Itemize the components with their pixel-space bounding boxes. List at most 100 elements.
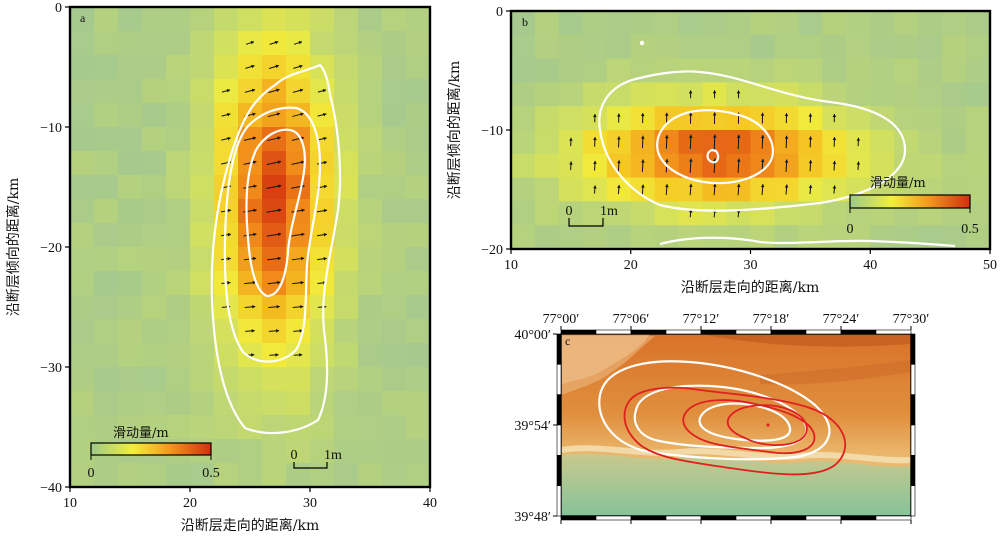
panel-a-slip-cell (70, 79, 95, 104)
panel-a-slip-cell (310, 7, 335, 32)
panel-b-slip-cell (511, 58, 536, 83)
panel-b-slip-vector (832, 160, 837, 171)
panel-a-slip-cell (166, 271, 191, 296)
panel-b-slip-vector (784, 159, 789, 172)
panel-a-slip-cell (118, 79, 143, 104)
panel-b-slip-vector (641, 135, 645, 149)
panel-b-slip-vector (856, 161, 861, 170)
panel-b-slip-vector (736, 90, 741, 99)
panel-a-slip-cell (190, 175, 215, 200)
panel-a-slip-cell (142, 7, 167, 32)
panel-b-slip-cell (582, 225, 608, 250)
panel-b-slip-cell (511, 201, 536, 226)
panel-b-slip-vector (784, 184, 789, 195)
panel-a-slip-cell (358, 319, 383, 344)
panel-a-colorbar-min: 0 (88, 466, 95, 481)
panel-b-slip-cell (774, 58, 799, 83)
panel-a-slip-vector (293, 64, 303, 69)
panel-a-slip-cell (406, 415, 431, 440)
panel-a-slip-vector (293, 353, 303, 357)
panel-b-slip-cell (894, 82, 919, 107)
panel-b-slip-vectors (569, 90, 861, 218)
panel-b-slip-cell (511, 11, 536, 36)
panel-a-slip-cell (358, 175, 383, 200)
panel-a-slip-vector (316, 208, 328, 213)
panel-a-slip-cell (382, 7, 407, 32)
panel-b-xlabel: 沿断层走向的距离/km (681, 279, 819, 296)
panel-a-slip-vector (268, 304, 280, 309)
panel-b-slip-cell (942, 153, 967, 179)
panel-b-slip-cell (606, 201, 632, 226)
panel-a-slip-cell (214, 55, 239, 80)
panel-a-slip-cell (406, 271, 431, 296)
panel-a-x-tick-label: 20 (183, 496, 197, 511)
panel-a-slip-cell (286, 367, 311, 392)
panel-a-slip-cell (406, 175, 431, 200)
panel-a-slip-cell (382, 439, 407, 464)
panel-a-slip-cell (262, 7, 287, 32)
panel-a-colorbar: 滑动量/m 0 0.5 (88, 426, 220, 481)
panel-a-slip-cell (358, 199, 383, 224)
panel-a-slip-cell (382, 343, 407, 368)
panel-a-slip-cell (70, 319, 95, 344)
panel-a-slip-cell (382, 79, 407, 104)
panel-a-slip-cell (334, 31, 359, 56)
panel-a-slip-cell (142, 319, 167, 344)
panel-b-slip-cell (798, 82, 823, 107)
panel-a-slip-cell (238, 391, 263, 416)
panel-a-slip-cell (334, 79, 359, 104)
panel-a-slip-cell (214, 463, 239, 488)
panel-c: 77°00′ 77°06′ 77°12′ 77°18′ 77°24′ 77°30′ 40°0… (514, 312, 929, 525)
panel-b-slip-cell (511, 130, 536, 155)
panel-a-slip-cell (334, 103, 359, 128)
panel-a-slip-cell (214, 415, 239, 440)
panel-b-slip-cell (942, 11, 967, 36)
panel-b-slip-vector (641, 159, 645, 172)
panel-a-slip-vector (243, 160, 257, 165)
panel-b-slip-vector (640, 113, 645, 124)
panel-b-slip-vector (593, 113, 597, 123)
panel-b-slip-vector (736, 158, 741, 173)
panel-a-slip-cell (118, 367, 143, 392)
panel-c-letter: c (565, 334, 570, 348)
panel-b-slip-cell (534, 225, 560, 250)
panel-b-slip-vector (784, 135, 789, 149)
panel-a-slip-cell (358, 367, 383, 392)
panel-a-slip-cell (334, 151, 359, 176)
panel-c-epicenter (766, 423, 770, 427)
panel-b-slip-cell (822, 11, 847, 36)
panel-a-slip-cell (334, 223, 359, 248)
panel-a-slip-cell (190, 295, 215, 320)
panel-a-slip-cell (190, 79, 215, 104)
panel-a-slip-cell (190, 151, 215, 176)
panel-a-slip-cell (406, 319, 431, 344)
panel-a-slip-cell (214, 367, 239, 392)
panel-b-slip-cell (822, 58, 847, 83)
panel-b-slip-vector (593, 137, 597, 147)
panel-a-slip-cell (190, 31, 215, 56)
panel-a-slip-cell (94, 415, 119, 440)
panel-b-slip-cell (534, 11, 560, 36)
panel-a-colorbar-gradient (90, 442, 212, 456)
panel-b-slip-cell (942, 130, 967, 155)
panel-c-lat-label: 40°00′ (514, 328, 551, 343)
panel-a-scale-left: 0 (291, 448, 298, 463)
panel-a-slip-cell (70, 295, 95, 320)
panel-b-colorbar-min: 0 (847, 222, 854, 237)
panel-a-slip-cell (382, 103, 407, 128)
panel-b-slip-vector (736, 183, 741, 196)
panel-a-slip-cell (334, 55, 359, 80)
panel-a-slip-cell (118, 247, 143, 272)
panel-a-slip-cell (166, 415, 191, 440)
panel-c-lat-label: 39°54′ (514, 419, 551, 434)
panel-b-slip-cell (966, 82, 991, 107)
panel-b-contour-bottom (659, 236, 956, 248)
panel-a-slip-vector (317, 256, 327, 261)
panel-b-slip-cell (534, 106, 560, 131)
panel-b-contours (598, 70, 956, 248)
panel-b-slip-cell (918, 82, 943, 107)
panel-a-slip-vector (293, 40, 303, 45)
panel-a-slip-cell (190, 55, 215, 80)
panel-a-slip-cell (94, 223, 119, 248)
panel-b-slip-cell (534, 58, 560, 83)
